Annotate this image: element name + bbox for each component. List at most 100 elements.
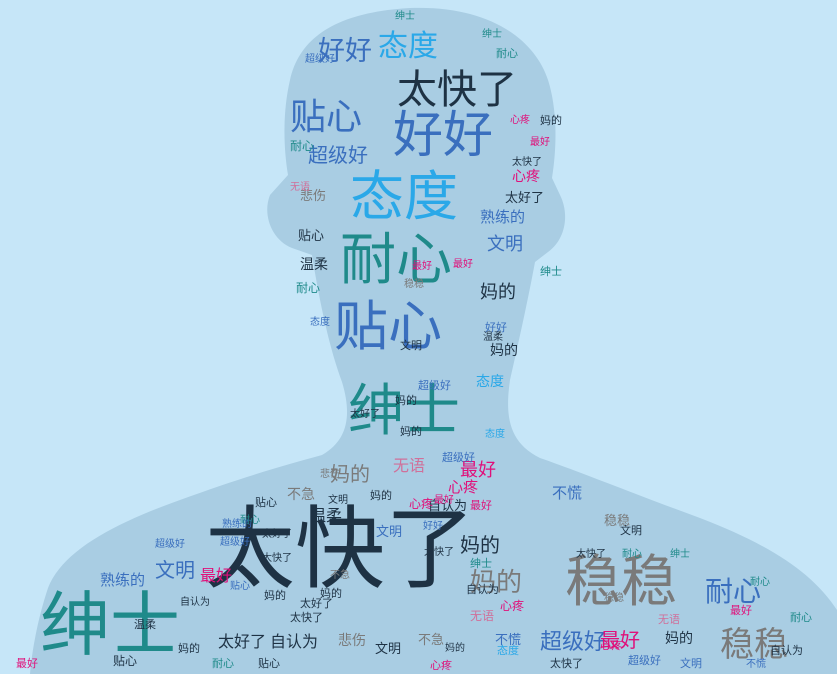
- cloud-word: 最好: [434, 495, 454, 506]
- cloud-word: 最好: [16, 657, 38, 670]
- cloud-word: 绅士: [482, 29, 502, 40]
- cloud-word: 好好: [485, 321, 507, 334]
- cloud-word: 耐心: [340, 228, 452, 293]
- cloud-word: 太快了: [424, 547, 454, 558]
- cloud-word: 超级好: [418, 379, 451, 392]
- cloud-word: 太快了: [576, 549, 606, 560]
- cloud-word: 妈的: [400, 425, 422, 438]
- cloud-word: 不急: [330, 570, 350, 581]
- cloud-word: 超级好: [308, 143, 368, 167]
- cloud-word: 态度: [485, 429, 505, 440]
- cloud-word: 悲伤: [300, 189, 327, 204]
- cloud-word: 无语: [470, 609, 495, 623]
- cloud-word: 妈的: [320, 587, 342, 600]
- cloud-word: 耐心: [240, 515, 260, 526]
- silhouette-shape: [30, 7, 837, 674]
- cloud-word: 好好: [423, 521, 443, 532]
- cloud-word: 心疼: [600, 639, 622, 652]
- cloud-word: 态度: [476, 374, 504, 390]
- cloud-word: 稳稳: [720, 625, 788, 665]
- cloud-word: 太好了: [505, 191, 545, 206]
- cloud-word: 自认为: [270, 632, 319, 651]
- cloud-word: 妈的: [395, 394, 417, 407]
- cloud-word: 绅士: [540, 265, 562, 278]
- cloud-word: 稳稳: [565, 550, 677, 615]
- cloud-word: 最好: [453, 259, 473, 270]
- cloud-word: 稳稳: [604, 593, 624, 604]
- cloud-word: 妈的: [480, 282, 516, 303]
- cloud-word: 妈的: [370, 489, 392, 502]
- cloud-word: 温柔: [483, 332, 503, 343]
- cloud-word: 超级好: [442, 451, 475, 464]
- cloud-word: 贴心: [230, 581, 250, 592]
- cloud-word: 稳稳: [404, 279, 424, 290]
- cloud-word: 最好: [412, 261, 432, 272]
- cloud-word: 太好了: [262, 529, 292, 540]
- cloud-word: 妈的: [540, 114, 562, 127]
- cloud-word: 绅士: [395, 11, 415, 22]
- cloud-word: 自认为: [770, 644, 803, 657]
- cloud-word: 自认为: [180, 597, 210, 608]
- cloud-word: 太快了: [290, 611, 323, 624]
- cloud-word: 太好了: [350, 409, 380, 420]
- cloud-word: 绅士: [670, 549, 690, 560]
- cloud-word: 熟练的: [222, 519, 252, 530]
- cloud-word: 太快了: [550, 657, 583, 670]
- cloud-word: 好好: [318, 36, 372, 67]
- cloud-word: 超级好: [628, 654, 661, 667]
- cloud-word: 绅士: [470, 557, 492, 570]
- cloud-word: 耐心: [705, 575, 762, 608]
- cloud-word: 不慌: [746, 659, 766, 670]
- cloud-word: 最好: [200, 566, 233, 585]
- cloud-word: 妈的: [330, 462, 370, 486]
- cloud-word: 耐心: [296, 281, 321, 295]
- cloud-word: 贴心: [113, 654, 138, 668]
- cloud-word: 贴心: [255, 496, 277, 509]
- cloud-word: 太快了: [205, 497, 475, 602]
- cloud-word: 太快了: [512, 157, 542, 168]
- cloud-word: 态度: [497, 644, 519, 657]
- cloud-word: 耐心: [290, 139, 315, 153]
- cloud-word: 绅士: [40, 584, 180, 666]
- cloud-word: 心疼: [430, 659, 452, 672]
- cloud-word: 态度: [378, 29, 438, 64]
- cloud-word: 最好: [730, 604, 752, 617]
- cloud-word: 温柔: [134, 618, 156, 631]
- cloud-word: 自认为: [428, 499, 468, 514]
- cloud-word: 悲伤: [320, 469, 340, 480]
- cloud-word: 文明: [680, 657, 702, 670]
- cloud-word: 妈的: [178, 642, 200, 655]
- cloud-word: 耐心: [790, 611, 812, 624]
- cloud-word: 绅士: [348, 379, 460, 444]
- cloud-word: 超级好: [220, 537, 250, 548]
- cloud-word: 心疼: [409, 497, 434, 511]
- cloud-word: 不慌: [495, 633, 522, 648]
- cloud-word: 不急: [287, 487, 315, 503]
- cloud-word: 文明: [155, 558, 195, 582]
- cloud-word: 熟练的: [100, 571, 146, 589]
- cloud-word: 熟练的: [480, 208, 526, 226]
- cloud-word: 文明: [620, 524, 642, 537]
- cloud-word: 太快了: [262, 553, 292, 564]
- cloud-word: 太好了: [218, 632, 267, 651]
- cloud-word: 文明: [328, 495, 348, 506]
- cloud-word: 文明: [376, 525, 403, 540]
- cloud-word: 太好了: [300, 597, 333, 610]
- cloud-word: 耐心: [750, 577, 770, 588]
- cloud-word: 贴心: [290, 97, 363, 138]
- cloud-word: 温柔: [300, 257, 328, 273]
- cloud-word: 心疼: [510, 115, 530, 126]
- cloud-word: 悲伤: [338, 633, 366, 649]
- cloud-word: 妈的: [264, 589, 286, 602]
- cloud-word: 无语: [393, 456, 426, 475]
- cloud-word: 无语: [290, 182, 310, 193]
- cloud-word: 自认为: [466, 583, 499, 596]
- cloud-word: 好好: [393, 106, 493, 164]
- cloud-word: 耐心: [212, 657, 234, 670]
- cloud-word: 最好: [470, 499, 492, 512]
- cloud-word: 无语: [658, 613, 680, 626]
- cloud-word: 太快了: [397, 67, 517, 113]
- cloud-word: 心疼: [500, 599, 525, 613]
- cloud-word: 妈的: [665, 631, 693, 647]
